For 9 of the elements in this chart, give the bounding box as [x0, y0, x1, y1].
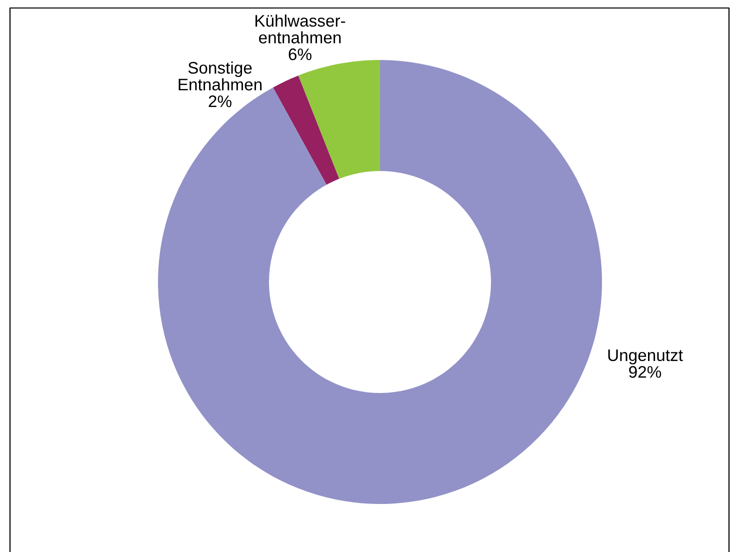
slice-label: Sonstige Entnahmen: [178, 61, 262, 90]
donut-slice: [298, 60, 380, 179]
donut-slice: [158, 60, 602, 504]
slice-label: Kühlwasser- entnahmen: [256, 14, 346, 44]
donut-slice: [273, 76, 340, 185]
data-label: 6%: [288, 48, 312, 60]
data-label: 92%: [629, 366, 662, 378]
data-label: 2%: [208, 95, 232, 108]
slice-label: Ungenutzt: [608, 349, 683, 364]
